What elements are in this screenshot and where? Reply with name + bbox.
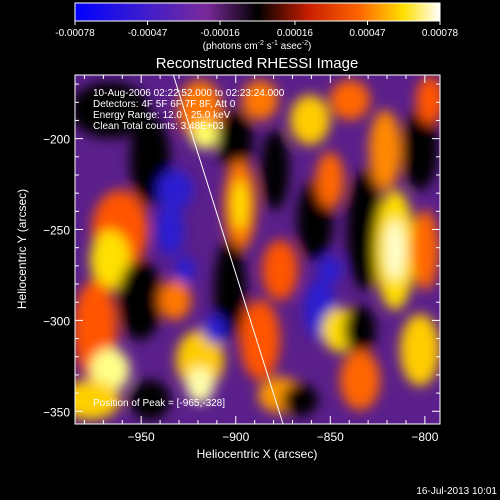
- image-texture: [240, 300, 280, 380]
- detectors: Detectors: 4F 5F 6F 7F 8F, Att 0: [93, 99, 236, 110]
- plot-title: Reconstructed RHESSI Image: [156, 55, 359, 72]
- image-texture: [318, 256, 342, 284]
- plot-frame: [74, 74, 441, 425]
- rhessi-image: [75, 75, 440, 424]
- image-texture: [176, 330, 224, 390]
- x-tick-label: −950: [128, 430, 155, 444]
- x-tick-label: −800: [411, 430, 438, 444]
- image-texture: [186, 367, 214, 403]
- colorbar-tick-label: -0.00078: [55, 28, 95, 39]
- colorbar-tick-label: 0.00047: [349, 28, 386, 39]
- image-texture: [261, 130, 289, 210]
- image-texture: [416, 76, 440, 124]
- image-texture: [344, 306, 376, 354]
- image-texture: [90, 348, 130, 392]
- observation-info: 10-Aug-2006 02:22:52.000 to 02:23:24.000…: [93, 88, 285, 132]
- image-texture: [214, 240, 246, 340]
- image-texture: [217, 110, 253, 170]
- image-texture: [232, 180, 248, 230]
- colorbar-gradient: [74, 2, 441, 22]
- x-tick-label: −900: [222, 430, 249, 444]
- image-texture: [157, 170, 193, 210]
- image-texture: [347, 170, 383, 290]
- y-axis-label: Heliocentric Y (arcsec): [15, 189, 29, 309]
- solar-limb-line: [172, 75, 284, 424]
- image-texture: [75, 82, 150, 138]
- image-texture: [90, 230, 130, 290]
- image-texture: [262, 240, 298, 300]
- image-texture: [156, 204, 184, 256]
- colorbar-tick-label: 0.00016: [277, 28, 314, 39]
- x-tick-label: −850: [317, 430, 344, 444]
- image-texture: [411, 210, 439, 290]
- image-texture: [118, 260, 162, 340]
- colorbar-tick-label: -0.00016: [200, 28, 240, 39]
- energy-range: Energy Range: 12.0 - 25.0 keV: [93, 110, 231, 121]
- image-texture: [282, 384, 318, 416]
- x-axis-label: Heliocentric X (arcsec): [197, 447, 318, 461]
- image-texture: [330, 80, 370, 120]
- x-axis: −950 −900 −850 −800: [83, 75, 439, 444]
- colorbar-units: (photons cm-2 s-1 asec-2): [203, 40, 312, 52]
- y-tick-label: −300: [43, 314, 70, 328]
- image-texture: [316, 152, 344, 208]
- image-texture: [340, 350, 380, 410]
- colorbar: -0.00078 -0.00047 -0.00016 0.00016 0.00047 0.…: [55, 2, 459, 52]
- image-texture: [191, 121, 219, 149]
- colorbar-ticks: -0.00078 -0.00047 -0.00016 0.00016 0.00047 0.…: [55, 21, 459, 39]
- timestamp: 16-Jul-2013 10:01: [416, 486, 497, 497]
- image-texture: [400, 314, 440, 386]
- colorbar-tick-label: 0.00078: [422, 28, 459, 39]
- image-texture: [175, 256, 195, 284]
- image-texture: [369, 110, 401, 190]
- image-texture: [402, 110, 438, 190]
- image-texture: [75, 380, 120, 420]
- image-texture: [290, 95, 330, 145]
- time-range: 10-Aug-2006 02:22:52.000 to 02:23:24.000: [93, 88, 285, 99]
- y-tick-label: −200: [43, 133, 70, 147]
- clean-total-counts: Clean Total counts: 3.48E+03: [93, 121, 224, 132]
- image-texture: [385, 220, 405, 280]
- image-texture: [159, 280, 191, 320]
- image-texture: [130, 380, 170, 420]
- image-texture: [203, 316, 227, 344]
- y-tick-label: −350: [43, 405, 70, 419]
- y-axis: −200 −250 −300 −350: [43, 83, 440, 419]
- image-texture: [242, 80, 278, 120]
- y-tick-label: −250: [43, 224, 70, 238]
- peak-position: Position of Peak = [-965,-328]: [93, 398, 225, 409]
- colorbar-tick-label: -0.00047: [128, 28, 168, 39]
